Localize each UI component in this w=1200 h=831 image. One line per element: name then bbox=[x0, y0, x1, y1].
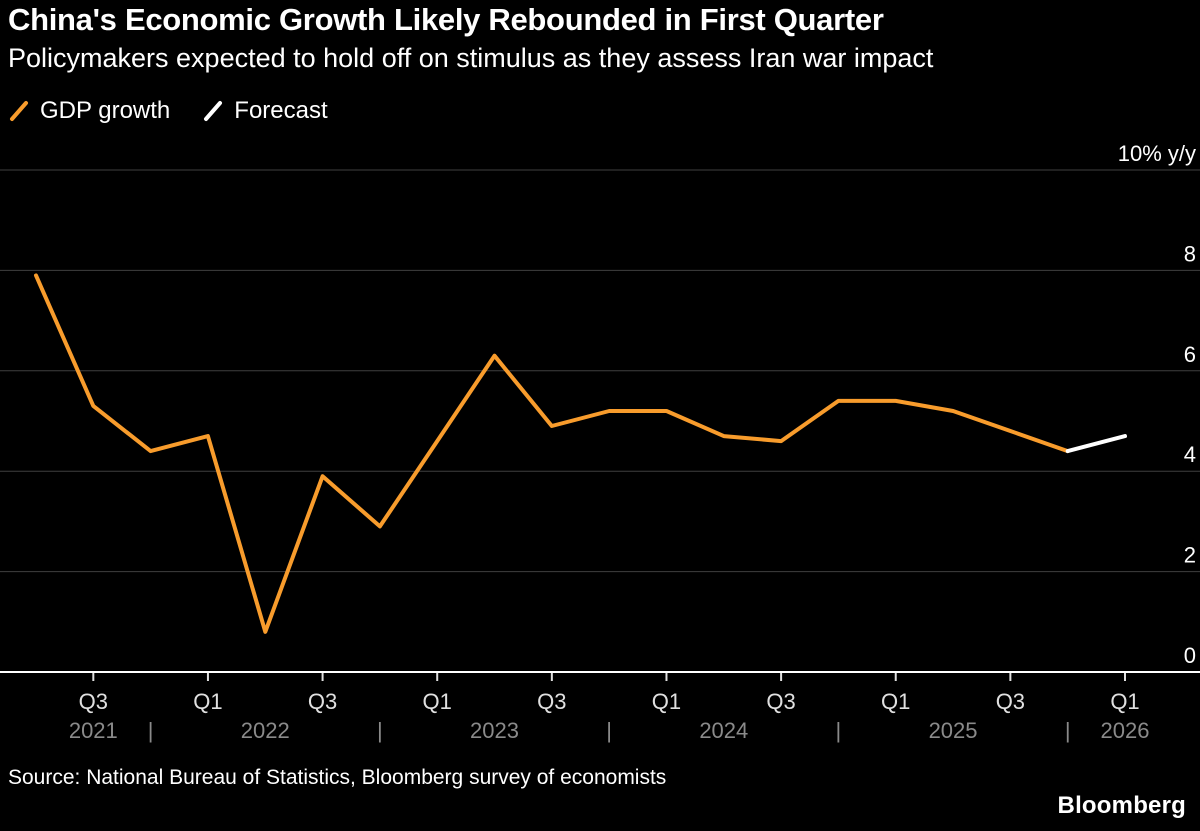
legend-item-gdp-growth: GDP growth bbox=[8, 97, 170, 125]
x-tick-label: Q1 bbox=[193, 689, 222, 714]
year-label: 2023 bbox=[470, 718, 519, 743]
x-tick-label: Q1 bbox=[881, 689, 910, 714]
x-tick-label: Q3 bbox=[537, 689, 566, 714]
legend-label-forecast: Forecast bbox=[234, 97, 328, 124]
year-label: 2021 bbox=[69, 718, 118, 743]
series-line-gdp-growth bbox=[34, 273, 1070, 634]
bloomberg-logo: Bloomberg bbox=[1057, 792, 1186, 819]
year-separator: | bbox=[1065, 718, 1071, 743]
x-tick-label: Q3 bbox=[308, 689, 337, 714]
source-note: Source: National Bureau of Statistics, B… bbox=[8, 766, 667, 789]
year-separator: | bbox=[148, 718, 154, 743]
x-tick-label: Q3 bbox=[996, 689, 1025, 714]
y-tick-label: 10% y/y bbox=[1118, 141, 1196, 166]
x-tick-label: Q1 bbox=[423, 689, 452, 714]
year-separator: | bbox=[606, 718, 612, 743]
legend-label-gdp-growth: GDP growth bbox=[40, 97, 171, 124]
forecast-line-glyph bbox=[204, 101, 223, 121]
forecast-line-icon bbox=[204, 101, 223, 121]
y-tick-label: 8 bbox=[1184, 241, 1196, 266]
year-separator: | bbox=[377, 718, 383, 743]
chart-title: China's Economic Growth Likely Rebounded… bbox=[8, 2, 884, 37]
legend-item-forecast: Forecast bbox=[202, 97, 328, 125]
year-separator: | bbox=[836, 718, 842, 743]
gdp-chart: 0 2 4 6 8 10% y/y Q3 Q1 Q3 Q1 Q3 Q1 Q3 Q1 Q3 Q1 2021 2022… bbox=[0, 141, 1200, 743]
year-label: 2025 bbox=[929, 718, 978, 743]
series-line-forecast bbox=[1065, 434, 1127, 454]
x-tick-label: Q3 bbox=[766, 689, 795, 714]
year-label: 2024 bbox=[699, 718, 748, 743]
legend: GDP growth Forecast bbox=[8, 97, 328, 125]
y-tick-label: 6 bbox=[1184, 342, 1196, 367]
year-label: 2022 bbox=[241, 718, 290, 743]
year-label: 2026 bbox=[1101, 718, 1150, 743]
chart-subtitle: Policymakers expected to hold off on sti… bbox=[8, 43, 934, 73]
gdp-growth-line-icon bbox=[10, 101, 28, 121]
x-tick-label: Q1 bbox=[1110, 689, 1139, 714]
y-tick-label: 4 bbox=[1184, 442, 1196, 467]
y-tick-label: 2 bbox=[1184, 543, 1196, 568]
y-tick-label: 0 bbox=[1184, 643, 1196, 668]
gdp-growth-line-glyph bbox=[10, 101, 28, 121]
x-tick-label: Q3 bbox=[79, 689, 108, 714]
x-tick-label: Q1 bbox=[652, 689, 681, 714]
